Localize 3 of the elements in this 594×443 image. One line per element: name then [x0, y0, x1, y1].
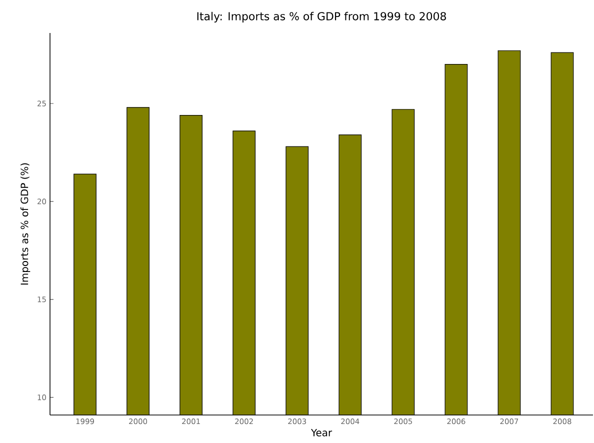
y-axis-title: Imports as % of GDP (%) [20, 163, 30, 285]
chart-title: Italy: Imports as % of GDP from 1999 to 2008 [197, 12, 446, 22]
x-axis-title: Year [310, 428, 332, 436]
